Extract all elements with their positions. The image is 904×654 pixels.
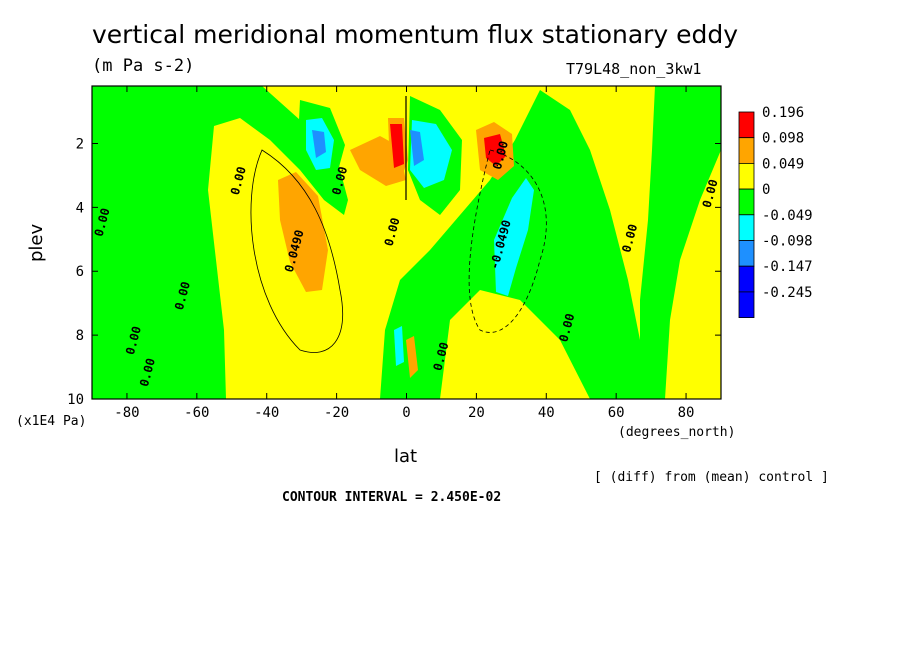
x-tick-label: 80 [678,405,695,421]
legend-level-label: -0.098 [762,234,813,250]
y-tick-label: 4 [76,200,84,216]
orange-region-lower [406,336,418,378]
legend-level-label: 0.049 [762,156,804,172]
legend-level-label: -0.245 [762,285,813,301]
contour-line-south [250,149,343,353]
x-tick-label: 40 [538,405,555,421]
negative-region-far-north [640,86,721,399]
color-legend: 0.196 0.098 0.049 0 -0.049 -0.098 -0.147 -0.245 [738,105,813,318]
diff-note: [ (diff) from (mean) control ] [594,470,829,485]
legend-level-label: 0.196 [762,105,804,121]
negative-region-far-south [92,86,170,399]
legend-swatch [738,240,755,267]
legend-swatch [738,162,755,190]
blue-core-upper-south [312,130,326,158]
x-tick-label: 0 [402,405,410,421]
x-tick-label: 20 [468,405,485,421]
x-tick-label: -60 [184,405,209,421]
legend-level-label: 0.098 [762,131,804,147]
x-tick-label: -80 [114,405,139,421]
red-core-equator [390,124,404,168]
legend-level-label: -0.049 [762,208,813,224]
blue-core-equator [410,130,424,166]
y-tick-label: 2 [76,136,84,152]
cyan-region-north [494,178,534,296]
cyan-region-lower [394,326,404,366]
chart-title: vertical meridional momentum flux statio… [92,20,739,49]
y-tick-label: 6 [76,264,84,280]
legend-swatch [738,291,755,318]
y-axis-unit: (x1E4 Pa) [16,414,87,429]
legend-level-label: 0 [762,182,770,198]
y-axis-ticks: 2 4 6 8 10 [67,136,721,408]
run-id: T79L48_non_3kw1 [566,60,702,78]
x-axis-unit: (degrees_north) [618,425,736,440]
legend-swatch [738,214,755,241]
plot-area [92,86,721,399]
orange-region-south [278,172,328,292]
chart-units: (m Pa s-2) [92,56,195,76]
legend-level-label: -0.147 [762,259,813,275]
x-tick-label: -40 [254,405,279,421]
x-tick-label: -20 [324,405,349,421]
y-tick-label: 8 [76,328,84,344]
contour-interval: CONTOUR INTERVAL = 2.450E-02 [282,490,502,505]
red-core-north [484,134,506,166]
legend-swatch [738,111,755,139]
contour-line-north [468,149,547,333]
x-tick-label: 60 [608,405,625,421]
x-axis-label: lat [394,446,418,467]
y-tick-label: 10 [67,392,84,408]
legend-swatch [738,188,755,216]
x-axis-ticks: -80 -60 -40 -20 0 20 40 60 80 [114,86,694,421]
legend-swatch [738,137,755,164]
legend-swatch [738,265,755,293]
